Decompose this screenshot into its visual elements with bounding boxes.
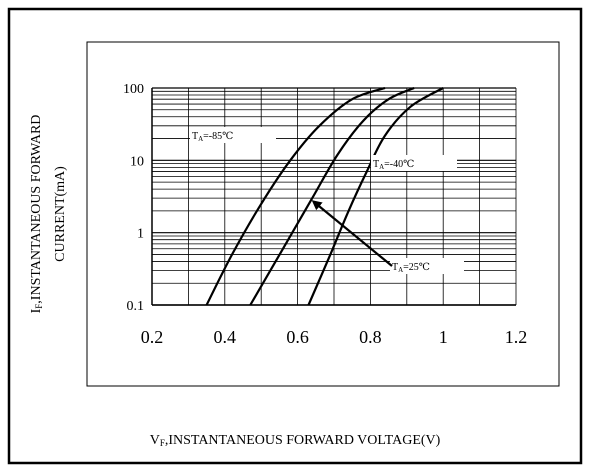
x-axis-label: VF,INSTANTANEOUS FORWARD VOLTAGE(V) [150,433,441,448]
series-label: TA=-40℃ [373,159,414,171]
x-tick-label: 0.2 [141,327,164,347]
series-layer [205,86,444,306]
y-axis-label-line2: CURRENT(mA) [53,166,68,262]
series-label: TA=-85℃ [192,131,233,143]
series-label-sub: A [398,266,403,274]
x-axis-label-prefix: V [150,433,160,448]
series-label-sub: A [198,135,203,143]
x-tick-label: 1.2 [505,327,528,347]
x-axis-label-rest: ,INSTANTANEOUS FORWARD VOLTAGE(V) [165,433,441,448]
series-label: TA=25℃ [392,262,430,274]
series-label-sub: A [379,163,384,171]
y-axis-label-prefix: I [29,308,44,313]
series-line-2 [307,87,444,306]
series-line-0 [205,86,386,306]
y-tick-label: 1 [137,227,144,242]
x-tick-label: 1 [439,327,448,347]
series-label-prefix: T [392,262,398,273]
callout-arrow [311,200,393,267]
y-tick-label: 10 [130,154,144,169]
y-tick-label: 100 [123,82,144,97]
tick-layer: 0.2 0.4 0.6 0.8 1 1.2 0.1 1 10 100 [123,82,527,347]
y-tick-label: 0.1 [127,299,145,314]
series-label-bg [190,127,276,143]
series-label-bg [390,258,464,274]
legend-layer: TA=-85℃TA=-40℃TA=25℃ [190,127,464,274]
y-axis-label-sub: F [34,304,44,309]
x-axis-label-sub: F [160,438,165,448]
series-label-prefix: T [192,131,198,142]
series-line-1 [249,86,415,306]
series-label-bg [371,155,457,171]
series-label-rest: =25℃ [403,262,430,273]
series-label-prefix: T [373,159,379,170]
x-tick-label: 0.4 [214,327,237,347]
series-label-rest: =-40℃ [384,159,414,170]
x-tick-label: 0.8 [359,327,382,347]
y-axis-label-rest: ,INSTANTANEOUS FORWARD [29,115,44,304]
series-label-rest: =-85℃ [203,131,233,142]
y-axis-label-line1: IF,INSTANTANEOUS FORWARD [29,115,44,314]
x-tick-label: 0.6 [286,327,309,347]
